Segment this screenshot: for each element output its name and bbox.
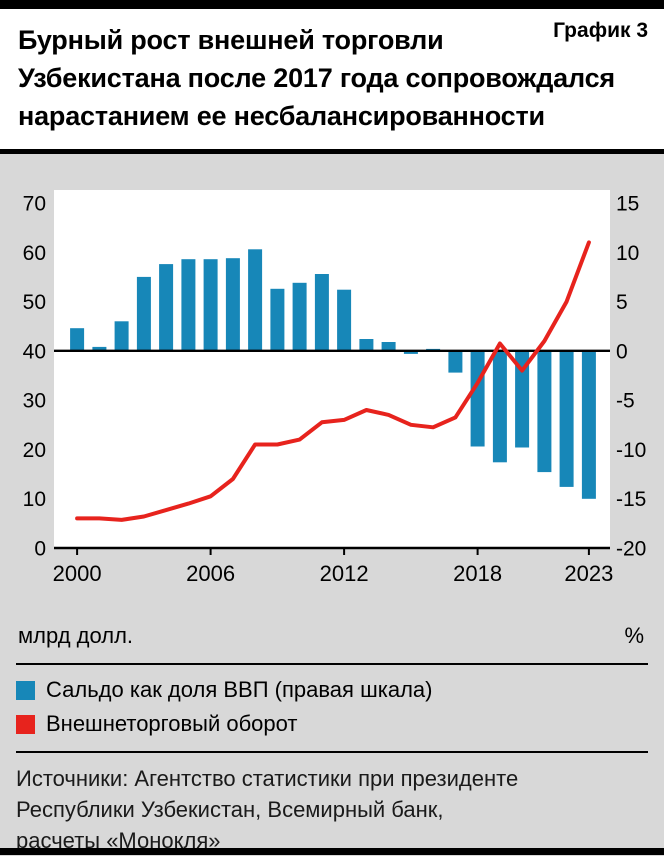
svg-text:2012: 2012 [320,561,369,586]
bar [225,258,240,351]
legend-item-trade-turnover: Внешнеторговый оборот [16,711,648,737]
svg-text:50: 50 [23,291,46,314]
line-trade-turnover [75,240,591,522]
legend-item-balance-share: Сальдо как доля ВВП (правая шкала) [16,677,648,703]
right-axis-labels: -20 -15 -10 -5 0 5 10 15 [616,193,646,561]
legend-swatch-blue [16,680,35,700]
svg-text:70: 70 [23,193,46,216]
header-divider [0,149,664,154]
svg-text:10: 10 [616,242,639,265]
bar [559,350,574,487]
sources-line-1: Источники: Агентство статистики при през… [16,766,519,791]
page-title: Бурный рост внешней торговли Узбекистана… [18,21,648,135]
bar [537,350,552,473]
title-line-1: Бурный рост внешней торговли [18,25,444,55]
bar [292,282,307,351]
bar [248,249,263,351]
bar [203,259,218,351]
bottom-border-bar [0,848,664,855]
svg-text:0: 0 [34,538,46,561]
svg-text:2006: 2006 [186,561,235,586]
svg-text:10: 10 [23,488,46,511]
bar [114,321,129,351]
chart-number-label: График 3 [553,19,648,42]
bar [92,346,107,351]
svg-text:-5: -5 [616,390,635,413]
svg-text:0: 0 [616,340,628,363]
bar [159,264,174,351]
axis-units-row: млрд долл. % [0,623,664,649]
sources: Источники: Агентство статистики при през… [0,753,664,856]
bar [70,328,85,351]
left-axis-unit-label: млрд долл. [18,623,134,648]
svg-text:2000: 2000 [53,561,102,586]
svg-text:15: 15 [616,193,639,216]
sources-line-2: Республики Узбекистан, Всемирный банк, [16,797,444,822]
bar [337,289,352,351]
bar [181,259,196,351]
bar [581,350,596,499]
svg-text:20: 20 [23,439,46,462]
chart: 0 10 20 30 40 50 60 70 -20 -15 -10 -5 0 5 10 15 2000 2006… [23,190,646,586]
bar [136,276,151,351]
bar [381,342,396,351]
bar [470,350,485,447]
bar [270,288,285,351]
title-line-2: Узбекистана после 2017 года сопровождалс… [18,63,615,93]
legend: Сальдо как доля ВВП (правая шкала) Внешн… [0,665,664,737]
left-axis-labels: 0 10 20 30 40 50 60 70 [23,193,46,561]
svg-text:-10: -10 [616,439,646,462]
legend-label: Внешнеторговый оборот [46,711,298,736]
title-line-3: нарастанием ее несбалансированности [18,101,545,131]
svg-text:60: 60 [23,242,46,265]
svg-text:5: 5 [616,291,628,314]
bar [515,350,530,448]
bar [492,350,507,463]
svg-text:2023: 2023 [564,561,613,586]
svg-text:2018: 2018 [453,561,502,586]
svg-text:-15: -15 [616,488,646,511]
legend-top-divider [16,663,648,665]
legend-swatch-red [16,714,35,734]
bar [403,350,418,354]
svg-text:-20: -20 [616,538,646,561]
x-axis-labels: 2000 2006 2012 2018 2023 [53,548,613,586]
right-axis-unit-label: % [624,623,644,648]
sources-top-divider [16,751,648,753]
bar [359,339,374,351]
chart-container: 0 10 20 30 40 50 60 70 -20 -15 -10 -5 0 5 10 15 2000 2006… [0,168,664,613]
bar [314,274,329,351]
bars-balance-share-of-gdp [70,249,596,499]
header: График 3 Бурный рост внешней торговли Уз… [0,9,664,149]
svg-text:30: 30 [23,390,46,413]
legend-label: Сальдо как доля ВВП (правая шкала) [46,677,433,702]
bar [448,350,463,373]
top-border-bar [0,0,664,9]
svg-text:40: 40 [23,340,46,363]
